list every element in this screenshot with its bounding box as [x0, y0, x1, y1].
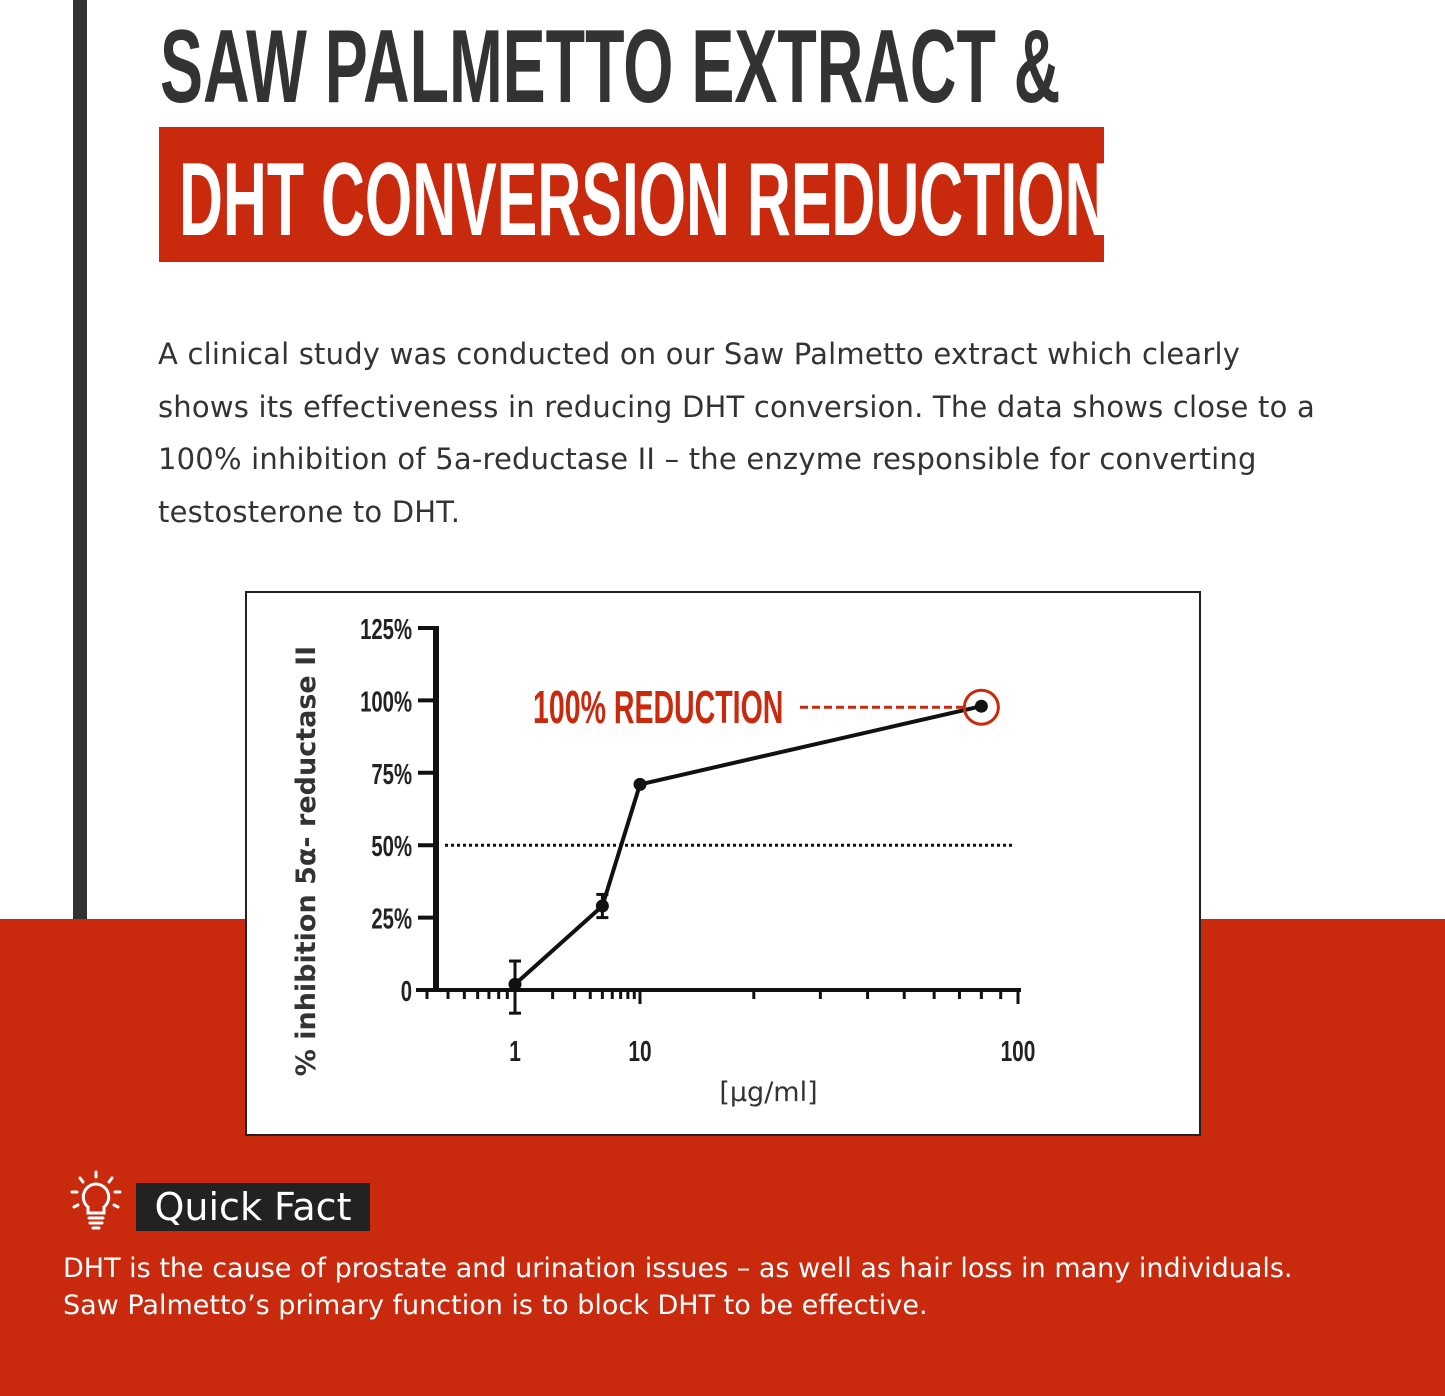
- annotation-label: 100% REDUCTION: [533, 682, 783, 734]
- y-tick-label: 25%: [371, 903, 412, 935]
- data-point: [595, 899, 609, 913]
- y-tick-label: 50%: [371, 831, 412, 863]
- y-tick-label: 125%: [360, 614, 412, 646]
- y-axis-label: % inhibition 5α- reductase II: [291, 646, 322, 1076]
- x-tick-label: 10: [628, 1036, 651, 1068]
- highlight-circle: [962, 688, 1000, 726]
- chart: 0 25% 50% 75% 100% 125% 1 10 100 [µg/ml] % inhibit…: [245, 591, 1201, 1136]
- quick-fact-line-2: Saw Palmetto’s primary function is to bl…: [63, 1290, 928, 1321]
- title-line-1: SAW PALMETTO EXTRACT &: [160, 9, 1061, 125]
- x-tick-label: 1: [509, 1036, 521, 1068]
- data-point: [974, 699, 988, 713]
- lightbulb-icon: [70, 1170, 122, 1230]
- y-tick-label: 100%: [360, 686, 412, 718]
- data-point: [508, 977, 522, 991]
- series-line: [513, 704, 982, 986]
- y-tick-label: 0: [401, 976, 412, 1008]
- title-highlight-box: DHT CONVERSION REDUCTION: [159, 127, 1109, 262]
- title-line-2: DHT CONVERSION REDUCTION: [179, 142, 1109, 258]
- x-tick-label: 100: [1001, 1036, 1036, 1068]
- accent-bar: [73, 0, 87, 919]
- intro-paragraph: A clinical study was conducted on our Sa…: [158, 337, 1315, 529]
- quick-fact-text: DHT is the cause of prostate and urinati…: [63, 1250, 1293, 1324]
- chart-svg: 0 25% 50% 75% 100% 125% 1 10 100 [µg/ml] % inhibit…: [291, 614, 1036, 1108]
- data-point: [633, 777, 647, 791]
- x-axis-label: [µg/ml]: [719, 1077, 817, 1108]
- y-tick-label: 75%: [371, 758, 412, 790]
- quick-fact-line-1: DHT is the cause of prostate and urinati…: [63, 1253, 1293, 1284]
- quick-fact-label: Quick Fact: [136, 1183, 370, 1231]
